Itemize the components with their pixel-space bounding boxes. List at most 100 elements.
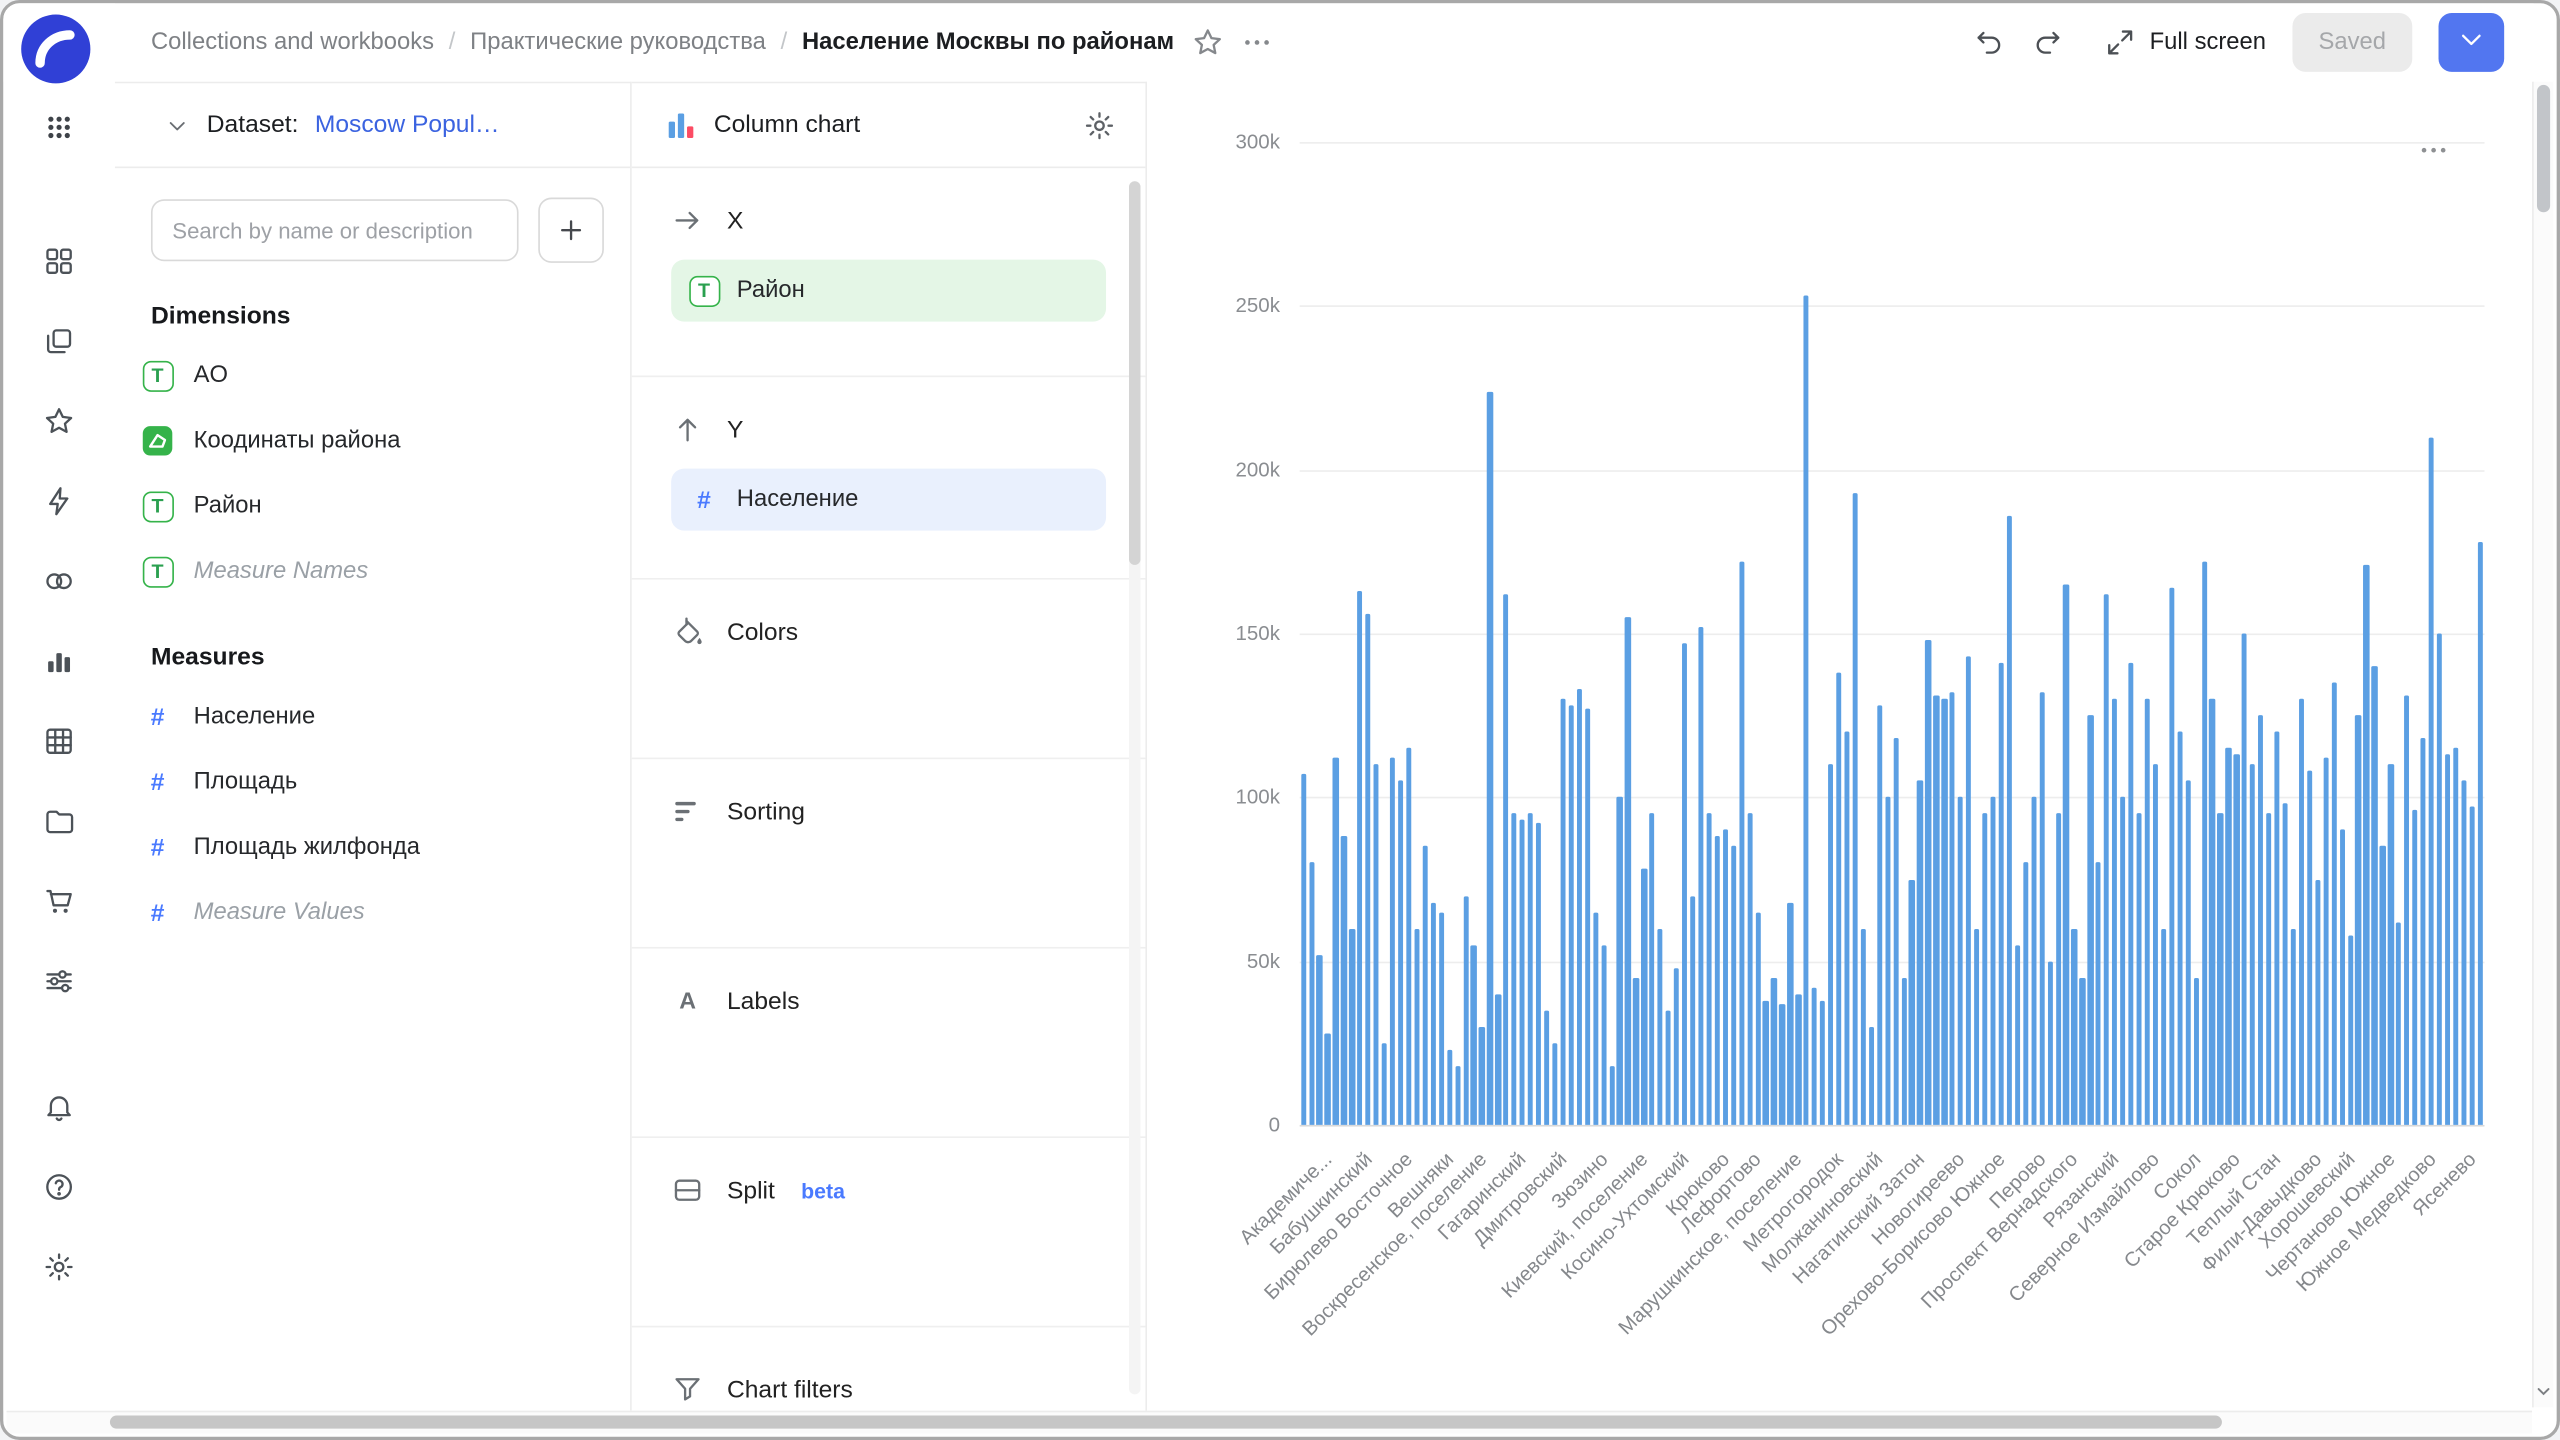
full-screen-button[interactable]: Full screen [2104, 26, 2266, 59]
bar[interactable] [1714, 836, 1720, 1125]
bar[interactable] [1673, 967, 1680, 1125]
bar[interactable] [1868, 1026, 1875, 1125]
config-scrollbar-thumb[interactable] [1129, 181, 1141, 565]
bar[interactable] [1649, 813, 1655, 1125]
bar[interactable] [1795, 993, 1801, 1125]
saved-button[interactable]: Saved [2292, 13, 2413, 72]
bar[interactable] [1657, 928, 1664, 1125]
bar[interactable] [1552, 1043, 1558, 1125]
bar[interactable] [2379, 846, 2386, 1125]
bar[interactable] [1755, 911, 1761, 1125]
bar[interactable] [1365, 613, 1371, 1125]
bar[interactable] [2136, 813, 2142, 1125]
measure-field[interactable]: # Measure Values [115, 880, 630, 945]
chart-more-ellipsis-icon[interactable] [2416, 134, 2452, 167]
bar[interactable] [2477, 541, 2483, 1125]
bar[interactable] [2396, 921, 2402, 1125]
bar[interactable] [1333, 758, 1339, 1125]
bar[interactable] [2193, 977, 2199, 1125]
bar[interactable] [1479, 1026, 1485, 1125]
bar[interactable] [1357, 590, 1363, 1125]
bar[interactable] [1633, 977, 1639, 1125]
charts-icon[interactable] [43, 645, 76, 678]
bar[interactable] [2452, 748, 2459, 1125]
bar[interactable] [1527, 813, 1534, 1125]
collections-icon[interactable] [43, 325, 76, 358]
services-icon[interactable] [43, 565, 76, 598]
datalens-logo[interactable] [18, 11, 93, 86]
bar[interactable] [1568, 705, 1574, 1125]
bar[interactable] [1430, 902, 1436, 1125]
breadcrumb-workbook[interactable]: Практические руководства [470, 29, 766, 56]
bar[interactable] [1406, 748, 1412, 1125]
bar[interactable] [1665, 1010, 1672, 1125]
bar[interactable] [2420, 738, 2426, 1125]
dimension-field[interactable]: T Район [115, 473, 630, 538]
bar[interactable] [1389, 758, 1396, 1125]
bar[interactable] [1966, 656, 1972, 1125]
bar[interactable] [1511, 813, 1517, 1125]
bar[interactable] [2274, 731, 2280, 1125]
bar[interactable] [1471, 944, 1477, 1125]
bar[interactable] [1454, 1065, 1461, 1125]
bar[interactable] [1949, 692, 1956, 1125]
bar[interactable] [2306, 771, 2313, 1125]
bar[interactable] [1974, 928, 1980, 1125]
bar[interactable] [1462, 895, 1469, 1125]
bar[interactable] [1373, 764, 1380, 1125]
bar[interactable] [1438, 911, 1444, 1125]
bar[interactable] [1617, 797, 1623, 1125]
bar[interactable] [2347, 934, 2353, 1125]
bar[interactable] [2039, 692, 2045, 1125]
bar[interactable] [1584, 708, 1591, 1125]
help-icon[interactable] [43, 1171, 76, 1204]
apps-grid-icon[interactable] [3, 111, 115, 144]
bar[interactable] [2298, 699, 2305, 1125]
bar[interactable] [2241, 633, 2248, 1125]
service-settings-icon[interactable] [43, 965, 76, 998]
bar[interactable] [1828, 764, 1834, 1125]
bar[interactable] [2079, 977, 2086, 1125]
bar[interactable] [1819, 1000, 1826, 1125]
bar[interactable] [2266, 813, 2272, 1125]
dashboards-icon[interactable] [43, 245, 76, 278]
editor-icon[interactable] [43, 485, 76, 518]
bar[interactable] [2428, 436, 2434, 1125]
bar[interactable] [1535, 823, 1542, 1125]
bar[interactable] [1893, 738, 1899, 1125]
bar[interactable] [1625, 617, 1631, 1125]
tables-icon[interactable] [43, 725, 76, 758]
settings-icon[interactable] [43, 1251, 76, 1284]
bar[interactable] [2112, 699, 2118, 1125]
y-field-chip[interactable]: # Население [671, 468, 1107, 531]
notifications-icon[interactable] [43, 1091, 76, 1124]
bar[interactable] [2315, 879, 2321, 1125]
favorite-star-icon[interactable] [1191, 26, 1224, 59]
bar[interactable] [1316, 954, 1323, 1125]
bar[interactable] [2217, 813, 2223, 1125]
bar[interactable] [2250, 764, 2256, 1125]
breadcrumb-collections[interactable]: Collections and workbooks [150, 29, 435, 56]
bar[interactable] [1690, 895, 1696, 1125]
bar[interactable] [1381, 1043, 1388, 1125]
bar[interactable] [1803, 296, 1810, 1125]
bar[interactable] [2363, 564, 2370, 1125]
bar[interactable] [1787, 902, 1793, 1125]
sorting-section[interactable]: Sorting [631, 759, 1146, 949]
bar[interactable] [2461, 780, 2467, 1125]
bar[interactable] [2063, 584, 2069, 1125]
bar[interactable] [2104, 594, 2110, 1125]
bar[interactable] [1738, 561, 1745, 1125]
bar[interactable] [1300, 774, 1306, 1125]
bar[interactable] [2209, 699, 2215, 1125]
bar[interactable] [1941, 699, 1948, 1125]
measure-field[interactable]: # Площадь жилфонда [115, 815, 630, 880]
bar[interactable] [2339, 830, 2345, 1125]
bar[interactable] [1519, 820, 1526, 1125]
bar[interactable] [2177, 731, 2183, 1125]
vertical-scrollbar-thumb[interactable] [2536, 84, 2551, 213]
bar[interactable] [1844, 731, 1850, 1125]
bar[interactable] [2323, 758, 2329, 1125]
bar[interactable] [2290, 928, 2297, 1125]
bar[interactable] [1925, 640, 1931, 1125]
